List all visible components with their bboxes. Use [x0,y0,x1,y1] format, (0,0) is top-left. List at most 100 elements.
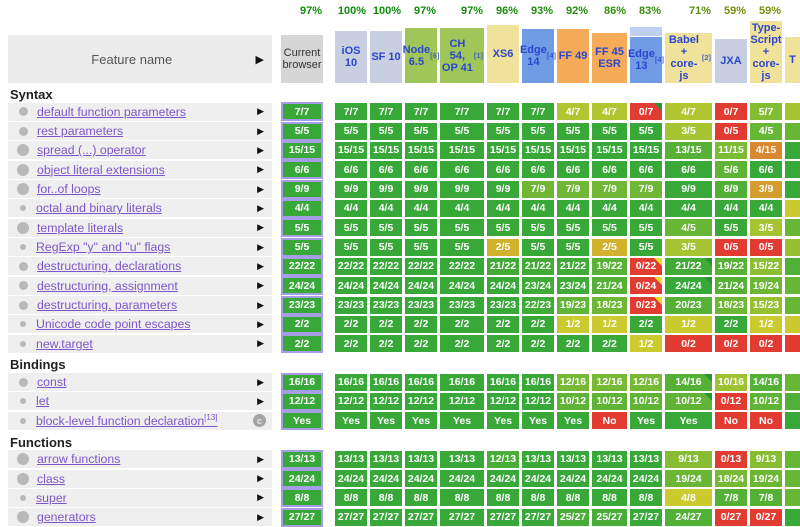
current-browser-cell: 23/23 [281,295,323,315]
result-cell: 5/5 [335,238,367,256]
row-expander-arrow[interactable]: ▶ [257,395,264,406]
row-expander-arrow[interactable]: ▶ [257,453,264,464]
current-browser-cell: 16/16 [281,372,323,392]
current-browser-cell: 6/6 [281,160,323,180]
feature-link[interactable]: destructuring, assignment [37,278,178,293]
result-cell: 5/5 [370,219,402,237]
column-header-link-ff45esr[interactable]: FF 45 ESR [592,33,627,83]
result-cell-traceur-partial [785,315,800,333]
result-cell: 6/6 [557,161,589,179]
result-cell: 2/2 [487,335,519,353]
table-row: Unicode code point escapes ▶ 2/2 2/2 2/2 2/2 2… [0,314,800,334]
result-cell-traceur-partial [785,219,800,237]
row-expander-arrow[interactable]: ▶ [257,106,264,117]
column-header-current: Current browser [281,35,323,83]
result-cell: 1/2 [750,315,782,333]
table-row: spread (...) operator ▶ 15/15 15/15 15/15 15/… [0,140,800,160]
feature-link[interactable]: class [37,471,66,486]
column-header-link-ios10[interactable]: iOS 10 [335,31,367,83]
result-cell: 4/4 [557,199,589,217]
column-header-link-current[interactable]: Current browser [281,35,323,83]
row-expander-arrow[interactable]: ▶ [257,511,264,522]
feature-link[interactable]: generators [37,510,96,525]
table-row: template literals ▶ 5/5 5/5 5/5 5/5 5/5 5/5 5/5 5… [0,218,800,238]
column-header-link-traceur[interactable]: T [785,37,800,83]
row-expander-arrow[interactable]: ▶ [257,222,264,233]
expand-all-arrow[interactable]: ▶ [255,53,264,66]
column-header-link-edge14[interactable]: Edge 14 [4] [520,29,556,83]
feature-link[interactable]: RegExp "y" and "u" flags [36,240,171,255]
row-expander-arrow[interactable]: ▶ [257,144,264,155]
row-expander-arrow[interactable]: ▶ [257,473,264,484]
row-expander-arrow[interactable]: ▶ [257,202,264,213]
row-expander-arrow[interactable]: ▶ [257,318,264,329]
single-test-icon: c [253,414,266,428]
feature-link[interactable]: arrow functions [37,452,121,467]
row-expander-arrow[interactable]: ▶ [257,376,264,387]
row-expander-arrow[interactable]: ▶ [257,492,264,503]
row-expander-arrow[interactable]: ▶ [257,260,264,271]
result-cell-traceur-partial [785,489,800,507]
result-cell: 7/7 [440,103,484,121]
column-header-link-jxa[interactable]: JXA [715,39,747,83]
feature-link[interactable]: object literal extensions [37,162,165,177]
column-header-link-xs6[interactable]: XS6 [487,25,519,83]
row-expander-arrow[interactable]: ▶ [257,338,264,349]
current-browser-cell: 5/5 [281,121,323,141]
result-cell: 6/6 [487,161,519,179]
column-header-footnote: [2] [701,53,711,62]
feature-link[interactable]: for..of loops [37,182,101,197]
feature-link[interactable]: new.target [36,336,93,351]
row-expander-arrow[interactable]: ▶ [257,183,264,194]
result-cell: 9/9 [370,180,402,198]
result-cell-traceur-partial [785,180,800,198]
feature-link[interactable]: destructuring, parameters [37,298,178,313]
feature-link[interactable]: template literals [37,220,124,235]
result-cell: 13/13 [405,450,437,468]
result-cell: 1/2 [630,335,662,353]
feature-link[interactable]: Unicode code point escapes [36,317,191,332]
row-expander-arrow[interactable]: ▶ [257,164,264,175]
row-expander-arrow[interactable]: ▶ [257,241,264,252]
result-cell: 0/2 [750,335,782,353]
column-header-link-typescript[interactable]: Type-Script + core-js [750,21,782,83]
result-cell-traceur-partial [785,238,800,256]
feature-link[interactable]: destructuring, declarations [37,259,182,274]
bullet-icon [17,144,29,157]
feature-link[interactable]: let [36,394,49,409]
note-corner-icon [654,277,662,286]
result-cell: Yes [665,412,712,430]
column-percent-edge13: 83% [638,5,661,17]
table-row: new.target ▶ 2/2 2/2 2/2 2/2 2/2 2/2 2/2 2/2 2/2 1/… [0,334,800,354]
column-header-link-babel[interactable]: Babel + core-js [2] [665,33,712,83]
result-cell: 16/16 [405,373,437,391]
column-header-link-ch54-op41[interactable]: CH 54, OP 41 [1] [440,28,484,83]
row-expander-arrow[interactable]: ▶ [257,299,264,310]
column-header-link-edge13[interactable]: Edge 13 [4] [628,37,664,83]
result-cell: 5/5 [370,122,402,140]
result-cell: 15/15 [487,141,519,159]
feature-link[interactable]: rest parameters [37,124,124,139]
bullet-icon [20,321,26,328]
result-cell: 12/12 [405,392,437,410]
result-cell: 5/5 [335,122,367,140]
feature-link[interactable]: super [36,490,67,505]
result-cell: 24/24 [522,470,554,488]
result-cell: 10/12 [630,392,662,410]
row-expander-arrow[interactable]: ▶ [257,280,264,291]
column-header-link-node65[interactable]: Node 6.5 [6] [403,28,439,83]
feature-cell: for..of loops ▶ [8,180,272,199]
row-expander-arrow[interactable]: ▶ [257,125,264,136]
feature-link[interactable]: default function parameters [37,104,187,119]
edge13-obsolete-band [630,27,662,36]
column-header-link-sf10[interactable]: SF 10 [370,31,402,83]
result-cell: 2/2 [335,335,367,353]
feature-link[interactable]: octal and binary literals [36,201,162,216]
feature-link[interactable]: block-level function declaration[13] [36,413,218,429]
feature-link[interactable]: const [37,375,67,390]
feature-link[interactable]: spread (...) operator [37,143,146,158]
result-cell: Yes [440,412,484,430]
bullet-icon [19,281,28,291]
result-cell: 23/23 [370,296,402,314]
column-header-link-ff49[interactable]: FF 49 [557,29,589,83]
